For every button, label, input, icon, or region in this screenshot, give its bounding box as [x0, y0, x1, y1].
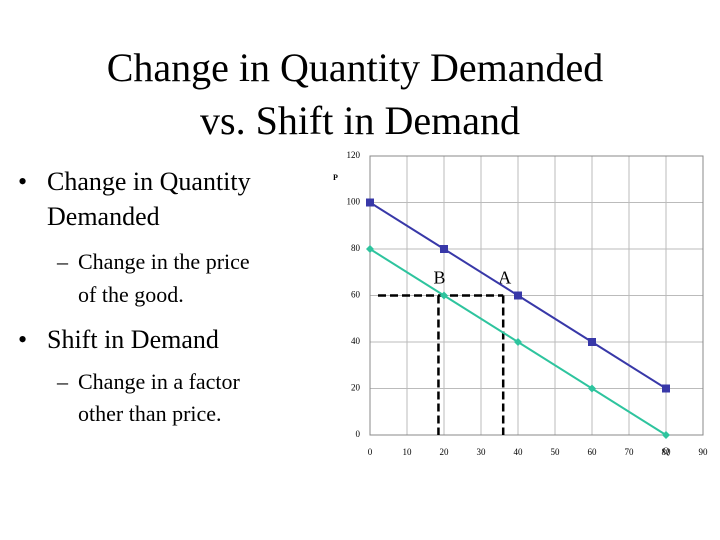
x-tick-label: 30 — [477, 447, 487, 457]
marker — [588, 384, 596, 393]
bullet-text: Change in Quantity — [47, 167, 251, 196]
y-tick-label: 0 — [356, 429, 361, 439]
y-tick-label: 60 — [351, 290, 361, 300]
y-tick-label: 80 — [351, 243, 361, 253]
dash-symbol: – — [56, 249, 69, 274]
annotation: B — [433, 268, 445, 288]
x-axis-label: Q — [663, 446, 670, 456]
bullet-symbol: • — [18, 167, 27, 196]
sub-bullet-text: of the good. — [78, 282, 184, 307]
bullet-text: Demanded — [47, 202, 160, 231]
sub-bullet-text: other than price. — [78, 401, 222, 426]
y-tick-label: 120 — [347, 150, 361, 160]
sub-bullet-text: Change in a factor — [78, 369, 241, 394]
marker — [440, 291, 448, 300]
marker — [366, 198, 374, 207]
sub-bullet-text: Change in the price — [78, 249, 250, 274]
x-tick-label: 40 — [514, 447, 524, 457]
x-tick-label: 50 — [551, 447, 561, 457]
title-line: vs. Shift in Demand — [200, 98, 520, 143]
x-tick-label: 70 — [625, 447, 635, 457]
marker — [588, 338, 596, 346]
dash-symbol: – — [56, 369, 69, 394]
y-tick-label: 40 — [351, 336, 361, 346]
marker — [440, 245, 448, 253]
x-tick-label: 20 — [440, 447, 450, 457]
marker — [514, 338, 522, 346]
x-tick-label: 90 — [699, 447, 709, 457]
marker — [514, 291, 522, 300]
x-tick-label: 0 — [368, 447, 373, 457]
bullet-symbol: • — [18, 325, 27, 354]
bullet-text: Shift in Demand — [47, 325, 219, 354]
plot-border — [369, 155, 704, 436]
marker — [662, 431, 670, 439]
title-line: Change in Quantity Demanded — [107, 45, 604, 90]
y-axis-label: P — [333, 173, 338, 182]
marker — [366, 245, 374, 253]
marker — [662, 384, 670, 393]
x-tick-label: 60 — [588, 447, 598, 457]
annotation: A — [498, 268, 511, 288]
x-tick-label: 10 — [403, 447, 413, 457]
y-tick-label: 20 — [351, 383, 361, 393]
y-tick-label: 100 — [347, 197, 361, 207]
x-tick-label: 80 — [662, 447, 672, 457]
